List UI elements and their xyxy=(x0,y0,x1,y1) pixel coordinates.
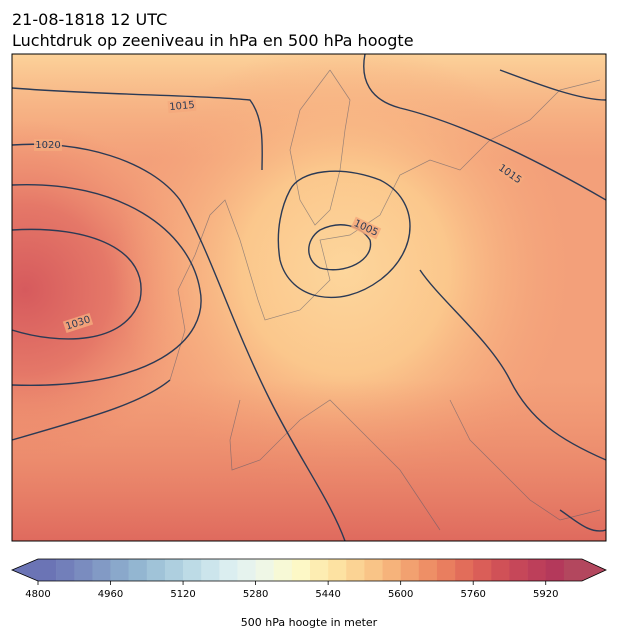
title: Luchtdruk op zeeniveau in hPa en 500 hPa… xyxy=(12,31,414,50)
colorbar-segment xyxy=(164,559,184,581)
colorbar-segment xyxy=(310,559,329,581)
colorbar-tick-label: 5920 xyxy=(533,589,558,600)
colorbar-tick-label: 5600 xyxy=(388,589,413,600)
colorbar-label: 500 hPa hoogte in meter xyxy=(241,616,378,629)
map-frame xyxy=(11,53,607,542)
extend-low xyxy=(12,559,38,581)
colorbar-segment xyxy=(328,559,347,581)
colorbar-tick-label: 5280 xyxy=(243,589,268,600)
colorbar-segment xyxy=(346,559,365,581)
colorbar-segment xyxy=(473,559,492,581)
colorbar-segment xyxy=(291,559,311,581)
colorbar-segment xyxy=(183,559,202,581)
date: 21-08-1818 12 UTC xyxy=(12,10,167,29)
colorbar-segment xyxy=(563,559,583,581)
colorbar-segment xyxy=(110,559,129,581)
colorbar-tick-label: 5440 xyxy=(315,589,340,600)
colorbar-segment xyxy=(509,559,528,581)
colorbar-segment xyxy=(527,559,547,581)
extend-high xyxy=(582,559,606,581)
contour-label-bg xyxy=(62,312,94,334)
colorbar: 4800 4960 5120 5280 5440 5600 5760 5920 500 hPa … xyxy=(10,558,607,629)
contour-label: 1020 xyxy=(35,140,60,151)
contour-label-bg xyxy=(34,139,62,151)
colorbar-segment xyxy=(455,559,474,581)
colorbar-segment xyxy=(38,559,57,581)
colorbar-segment xyxy=(128,559,148,581)
colorbar-segment xyxy=(146,559,166,581)
colorbar-tick-label: 4800 xyxy=(25,589,50,600)
colorbar-segment xyxy=(400,559,420,581)
map xyxy=(12,54,606,541)
colorbar-tick-label: 5120 xyxy=(170,589,195,600)
contour-label-bg xyxy=(167,98,197,114)
colorbar-segment xyxy=(382,559,401,581)
colorbar-outline xyxy=(10,558,607,582)
colorbar-segment xyxy=(545,559,565,581)
colorbar-segment xyxy=(255,559,275,581)
colorbar-segment xyxy=(418,559,438,581)
colorbar-segment xyxy=(201,559,220,581)
colorbar-segment xyxy=(491,559,510,581)
colorbar-segment xyxy=(219,559,238,581)
colorbar-segment xyxy=(237,559,256,581)
contour-label-bg xyxy=(495,161,525,187)
colorbar-segment xyxy=(74,559,93,581)
colorbar-tick-label: 5760 xyxy=(460,589,485,600)
colorbar-segment xyxy=(56,559,75,581)
colorbar-tick-label: 4960 xyxy=(98,589,123,600)
colorbar-segment xyxy=(273,559,293,581)
contour-label: 1015 xyxy=(169,100,195,113)
colorbar-segment xyxy=(436,559,456,581)
contour-label-bg xyxy=(350,216,382,240)
colorbar-segment xyxy=(92,559,111,581)
colorbar-segment xyxy=(364,559,383,581)
